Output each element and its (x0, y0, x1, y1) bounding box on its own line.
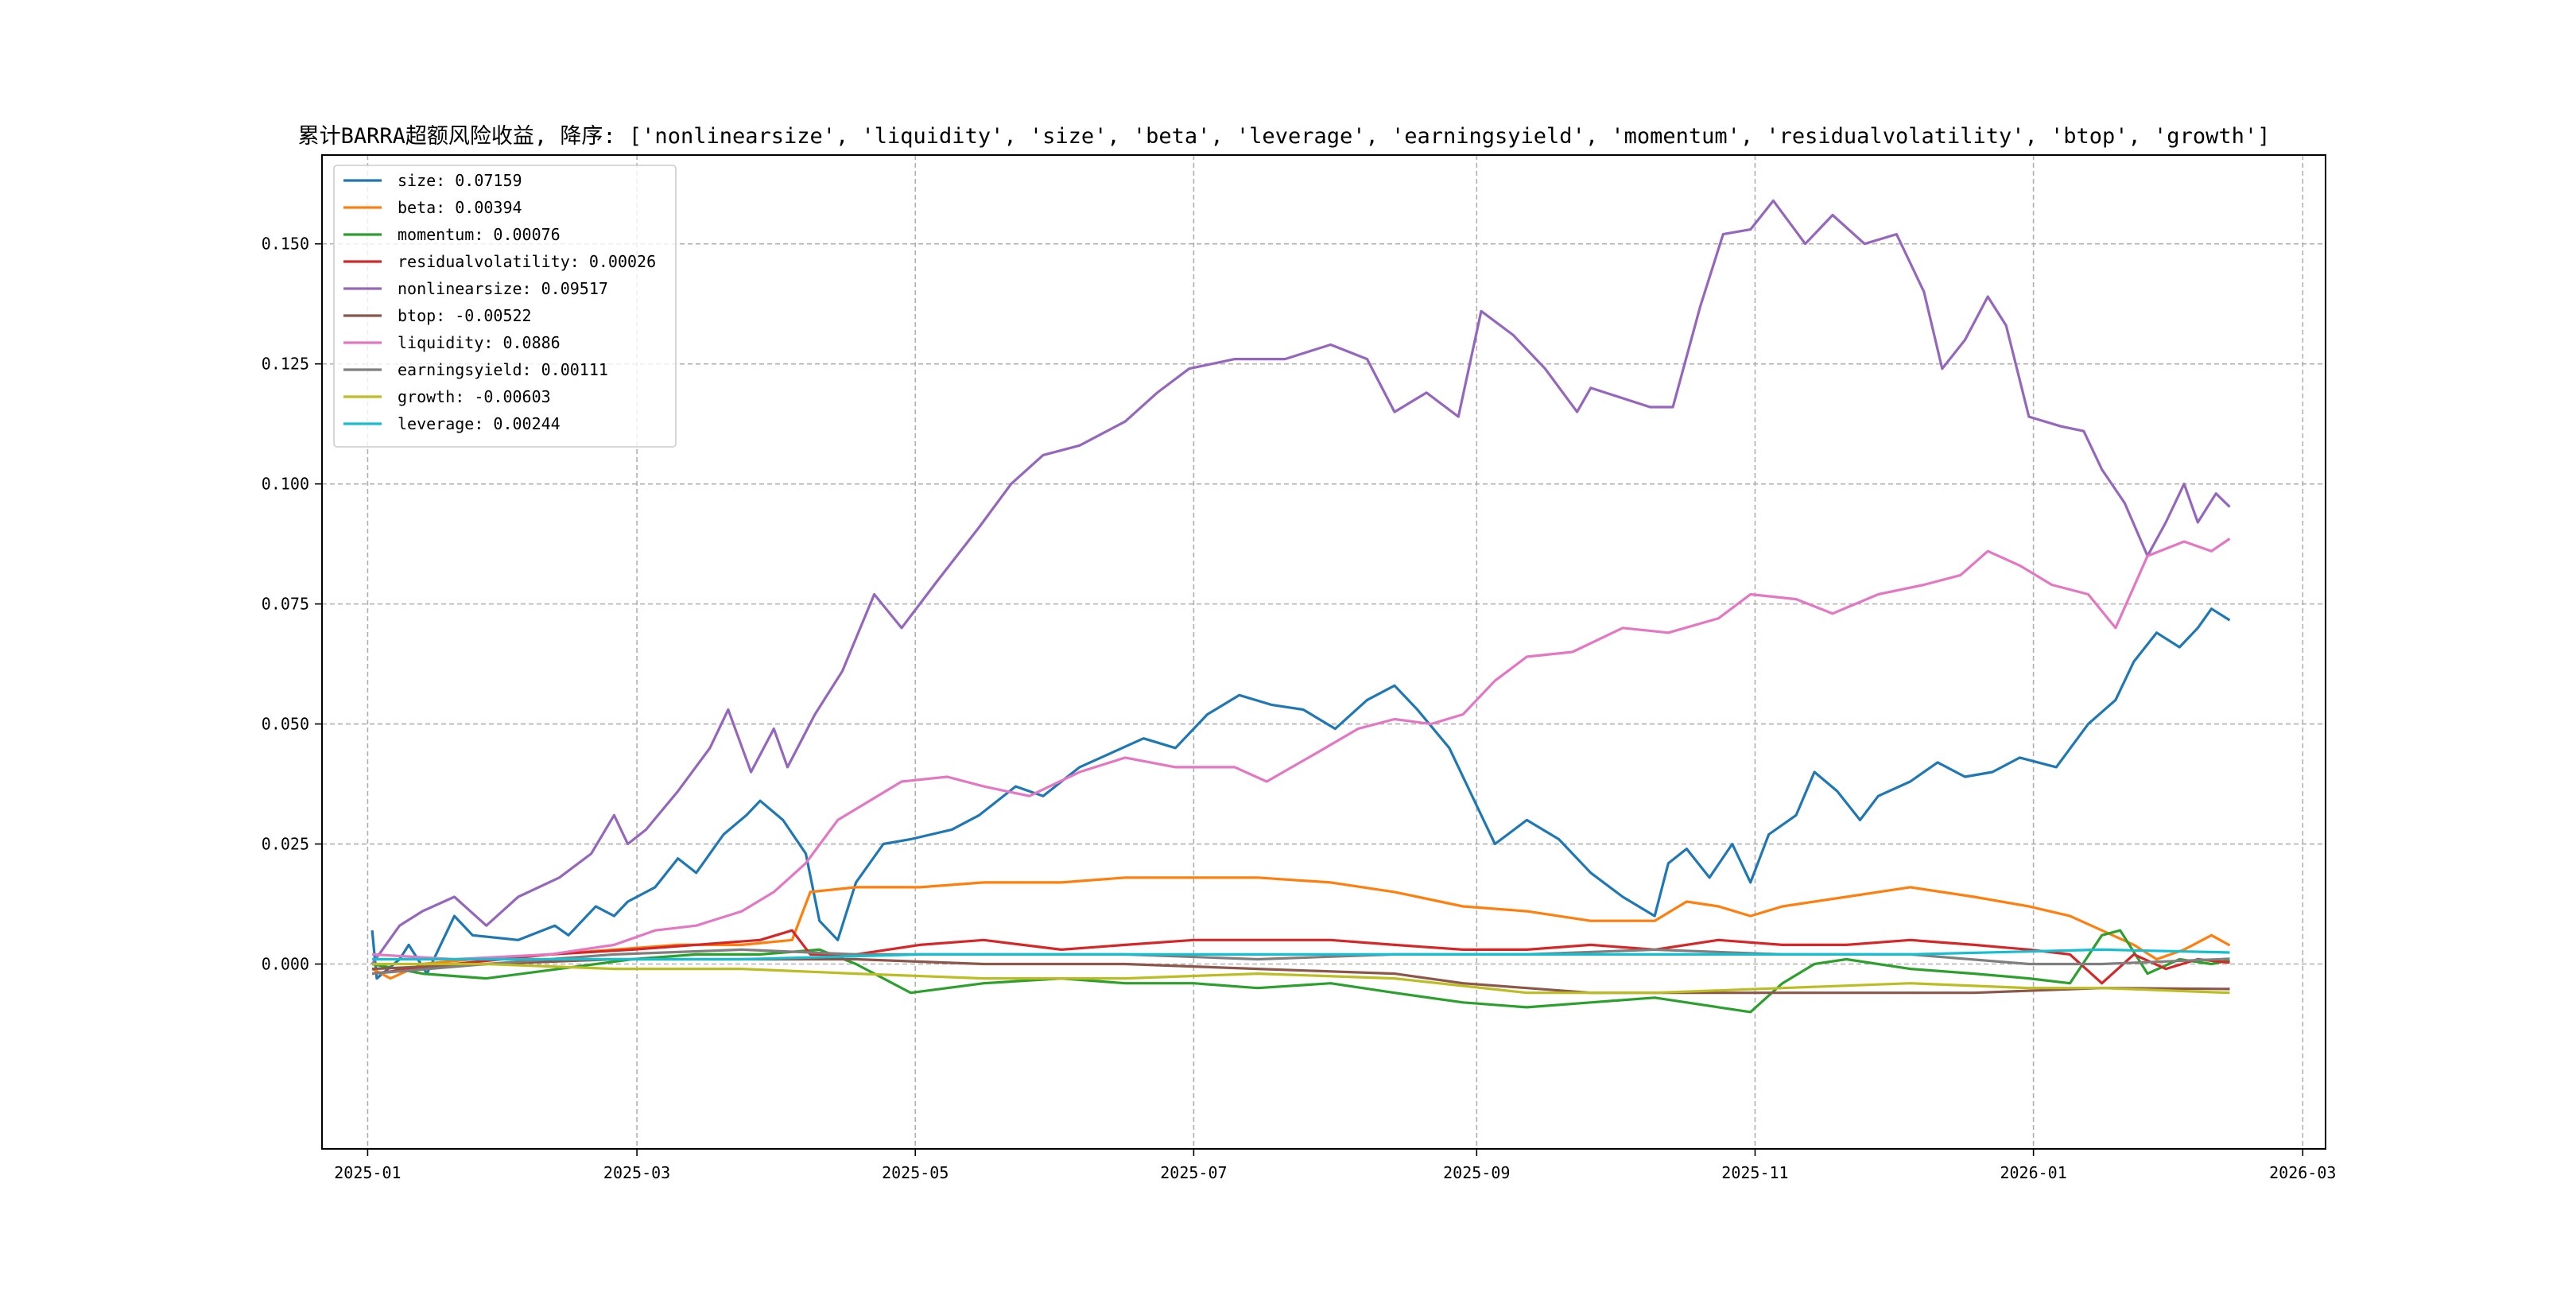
y-tick-label: 0.075 (262, 595, 309, 614)
y-tick-label: 0.150 (262, 235, 309, 254)
legend-entry-earningsyield: earningsyield: 0.00111 (398, 360, 608, 379)
y-tick-label: 0.000 (262, 955, 309, 974)
legend-entry-leverage: leverage: 0.00244 (398, 414, 561, 433)
legend-entry-beta: beta: 0.00394 (398, 198, 522, 217)
axis-ticks: 2025-01 2025-03 2025-05 2025-07 2025-09 2025-… (262, 235, 2337, 1182)
legend-entry-size: size: 0.07159 (398, 171, 522, 190)
legend-entry-liquidity: liquidity: 0.0886 (398, 333, 561, 352)
x-tick-label: 2025-03 (603, 1163, 670, 1182)
series-line-nonlinearsize (370, 199, 2231, 965)
series-line-residualvolatility (371, 929, 2230, 985)
legend-entry-nonlinearsize: nonlinearsize: 0.09517 (398, 279, 608, 298)
x-tick-label: 2025-09 (1443, 1163, 1510, 1182)
chart-title: 累计BARRA超额风险收益, 降序: ['nonlinearsize', 'li… (298, 124, 2271, 149)
x-tick-label: 2025-11 (1721, 1163, 1788, 1182)
legend-entry-btop: btop: -0.00522 (398, 306, 532, 325)
x-tick-label: 2026-01 (2000, 1163, 2066, 1182)
series-line-growth (372, 962, 2230, 995)
x-tick-label: 2025-05 (882, 1163, 949, 1182)
y-tick-label: 0.125 (262, 355, 309, 374)
legend-entry-growth: growth: -0.00603 (398, 387, 551, 406)
series-line-earningsyield (371, 948, 2230, 976)
legend-entry-residualvolatility: residualvolatility: 0.00026 (398, 252, 656, 271)
series-line-size (370, 607, 2231, 980)
x-tick-label: 2025-01 (334, 1163, 401, 1182)
y-tick-label: 0.025 (262, 835, 309, 854)
series-lines (370, 199, 2231, 1014)
series-line-liquidity (372, 537, 2231, 961)
legend-box (333, 165, 677, 448)
series-line-leverage (372, 948, 2230, 961)
plot-frame (321, 154, 2326, 1150)
y-tick-label: 0.100 (262, 475, 309, 494)
y-tick-label: 0.050 (262, 715, 309, 734)
legend-entry-momentum: momentum: 0.00076 (398, 225, 561, 244)
legend: size: 0.07159 beta: 0.00394 momentum: 0.00… (333, 165, 677, 448)
x-tick-label: 2025-07 (1160, 1163, 1227, 1182)
series-line-momentum (371, 929, 2230, 1014)
x-tick-label: 2026-03 (2269, 1163, 2336, 1182)
